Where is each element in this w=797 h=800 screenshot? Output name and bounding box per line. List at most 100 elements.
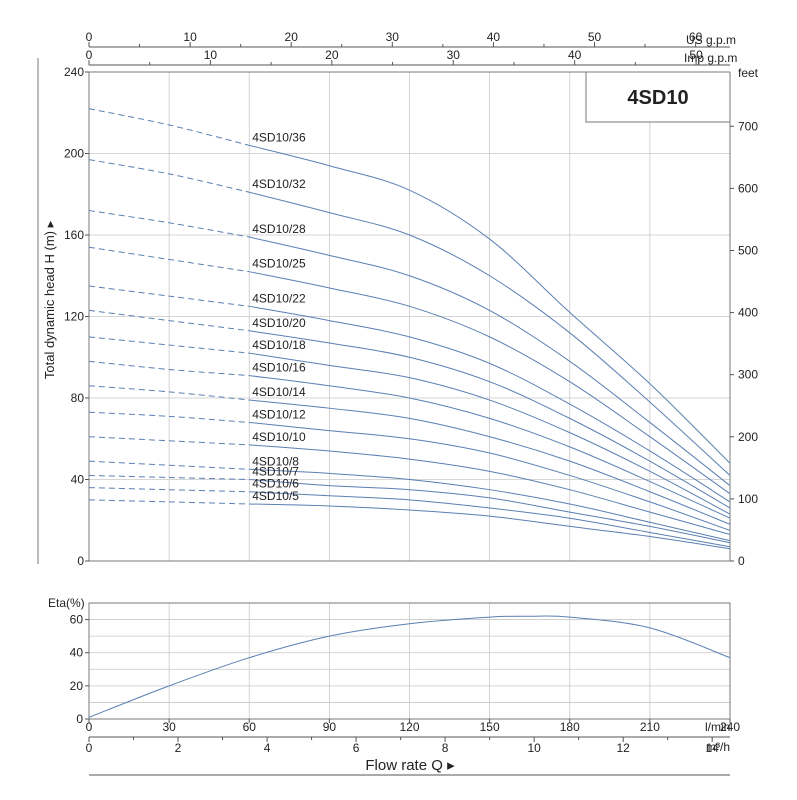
feet-tick-label: 700 bbox=[738, 119, 758, 133]
feet-tick-label: 600 bbox=[738, 181, 758, 195]
head-curve-dashed bbox=[88, 460, 250, 470]
model-title: 4SD10 bbox=[627, 87, 688, 109]
m3h-axis-title: m³/h bbox=[706, 740, 730, 754]
y-tick-label: 200 bbox=[64, 147, 84, 161]
imp-gpm-tick-label: 50 bbox=[689, 48, 703, 62]
curve-label: 4SD10/6 bbox=[252, 477, 299, 491]
head-curve-dashed bbox=[88, 246, 250, 273]
head-curve bbox=[249, 236, 731, 487]
head-curve-dashed bbox=[88, 436, 250, 446]
m3h-tick-label: 12 bbox=[616, 741, 630, 755]
head-curve bbox=[249, 479, 731, 544]
head-curve-dashed bbox=[88, 487, 250, 493]
main-grid bbox=[88, 71, 731, 562]
curve-label: 4SD10/22 bbox=[252, 291, 306, 305]
m3h-tick-label: 10 bbox=[527, 741, 541, 755]
head-curve-dashed bbox=[88, 285, 250, 307]
imp-gpm-tick-label: 20 bbox=[325, 48, 339, 62]
imp-gpm-tick-label: 30 bbox=[447, 48, 461, 62]
head-curve bbox=[249, 399, 731, 525]
model-title-box bbox=[585, 71, 731, 123]
y-axis-title: Total dynamic head H (m) ▸ bbox=[42, 220, 57, 379]
head-curve bbox=[249, 491, 731, 548]
us-gpm-tick-label: 20 bbox=[285, 30, 299, 44]
m3h-tick-label: 6 bbox=[353, 741, 360, 755]
head-curve-dashed bbox=[88, 336, 250, 354]
lmin-tick-label: 240 bbox=[720, 720, 740, 734]
y-tick-label: 240 bbox=[64, 65, 84, 79]
curve-label: 4SD10/12 bbox=[252, 407, 306, 421]
head-curve bbox=[249, 444, 731, 535]
us-gpm-axis-title: US g.p.m bbox=[686, 33, 736, 47]
feet-tick-label: 500 bbox=[738, 243, 758, 257]
head-curves bbox=[88, 108, 731, 550]
efficiency-curve bbox=[88, 615, 731, 718]
eta-axis-title: Eta(%) bbox=[48, 596, 85, 610]
head-curve bbox=[249, 421, 731, 531]
lmin-tick-label: 180 bbox=[560, 720, 580, 734]
lmin-tick-label: 120 bbox=[399, 720, 419, 734]
curve-label: 4SD10/25 bbox=[252, 257, 306, 271]
head-curve bbox=[249, 191, 731, 476]
head-curve bbox=[249, 144, 731, 464]
eta-y-tick-label: 40 bbox=[70, 646, 84, 660]
head-curve bbox=[249, 352, 731, 515]
us-gpm-tick-label: 10 bbox=[183, 30, 197, 44]
y-tick-label: 120 bbox=[64, 310, 84, 324]
axes: 0408012016020024001002003004005006007000… bbox=[64, 30, 758, 755]
feet-tick-label: 0 bbox=[738, 554, 745, 568]
imp-gpm-tick-label: 10 bbox=[204, 48, 218, 62]
us-gpm-tick-label: 60 bbox=[689, 30, 703, 44]
lmin-tick-label: 90 bbox=[323, 720, 337, 734]
head-curve-dashed bbox=[88, 499, 250, 505]
us-gpm-tick-label: 50 bbox=[588, 30, 602, 44]
us-gpm-tick-label: 0 bbox=[86, 30, 93, 44]
feet-tick-label: 300 bbox=[738, 368, 758, 382]
curve-label: 4SD10/14 bbox=[252, 385, 306, 399]
lmin-tick-label: 60 bbox=[243, 720, 257, 734]
lmin-tick-label: 210 bbox=[640, 720, 660, 734]
plot-frames bbox=[37, 58, 731, 776]
curve-label: 4SD10/28 bbox=[252, 222, 306, 236]
head-curve-dashed bbox=[88, 411, 250, 423]
imp-gpm-tick-label: 0 bbox=[86, 48, 93, 62]
curve-label: 4SD10/8 bbox=[252, 454, 299, 468]
eta-grid bbox=[88, 602, 731, 720]
y-tick-label: 160 bbox=[64, 228, 84, 242]
feet-tick-label: 100 bbox=[738, 492, 758, 506]
us-gpm-tick-label: 40 bbox=[487, 30, 501, 44]
lmin-axis-title: l/min bbox=[705, 720, 730, 734]
lmin-tick-label: 30 bbox=[162, 720, 176, 734]
lmin-tick-label: 0 bbox=[86, 720, 93, 734]
head-curve bbox=[249, 271, 731, 495]
head-curve-dashed bbox=[88, 108, 250, 146]
m3h-tick-label: 14 bbox=[706, 741, 720, 755]
head-curve-dashed bbox=[88, 159, 250, 193]
m3h-tick-label: 2 bbox=[175, 741, 182, 755]
eta-y-tick-label: 20 bbox=[70, 679, 84, 693]
eta-y-tick-label: 0 bbox=[76, 712, 83, 726]
feet-tick-label: 400 bbox=[738, 306, 758, 320]
curve-label: 4SD10/18 bbox=[252, 338, 306, 352]
head-curve-dashed bbox=[88, 309, 250, 332]
head-curve bbox=[249, 503, 731, 550]
y-tick-label: 80 bbox=[71, 391, 85, 405]
head-curve bbox=[249, 330, 731, 509]
head-curve-dashed bbox=[88, 385, 250, 401]
imp-gpm-tick-label: 40 bbox=[568, 48, 582, 62]
m3h-tick-label: 4 bbox=[264, 741, 271, 755]
eta-y-tick-label: 60 bbox=[70, 613, 84, 627]
head-curve-dashed bbox=[88, 474, 250, 480]
imp-gpm-axis-title: Imp g.p.m bbox=[684, 51, 737, 65]
feet-axis-title: feet bbox=[738, 66, 759, 80]
head-curve bbox=[249, 375, 731, 519]
efficiency-curve bbox=[88, 615, 731, 718]
curve-label: 4SD10/36 bbox=[252, 130, 306, 144]
y-tick-label: 0 bbox=[77, 554, 84, 568]
y-tick-label: 40 bbox=[71, 473, 85, 487]
curve-label: 4SD10/10 bbox=[252, 430, 306, 444]
head-curve-dashed bbox=[88, 210, 250, 238]
curve-label: 4SD10/20 bbox=[252, 316, 306, 330]
curve-label: 4SD10/16 bbox=[252, 361, 306, 375]
